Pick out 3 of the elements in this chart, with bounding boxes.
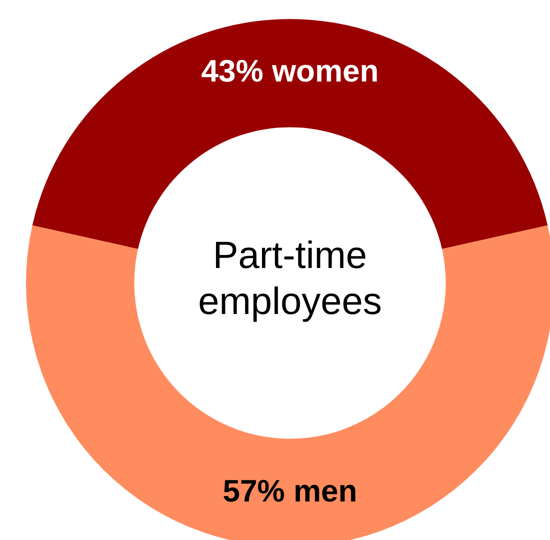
text: Part-time employees: [198, 235, 382, 323]
slice-label: 43% women: [201, 54, 379, 89]
slice-label: 57% men: [222, 473, 358, 508]
